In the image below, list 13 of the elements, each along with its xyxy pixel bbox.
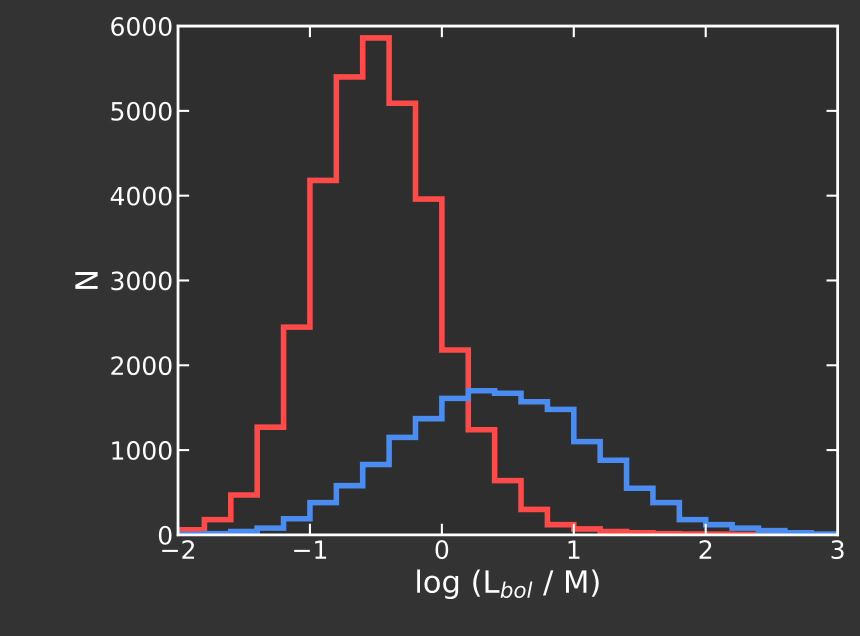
y-axis-title: N [75, 272, 98, 289]
x-tick-label: 2 [700, 540, 712, 559]
y-tick-label: 6000 [111, 17, 172, 36]
y-tick-label: 3000 [111, 271, 172, 290]
y-tick-label: 1000 [112, 441, 172, 460]
x-tick-label: −1 [294, 540, 326, 559]
x-tick-label: 1 [568, 540, 580, 559]
x-axis-title: log (L$_{bol}$ / M) [417, 569, 599, 600]
y-tick-label: 4000 [110, 186, 172, 206]
y-tick-label: 2000 [111, 356, 172, 376]
x-tick-label: 0 [436, 540, 448, 560]
x-tick-label: 3 [832, 540, 844, 560]
y-tick-label: 5000 [111, 102, 172, 121]
